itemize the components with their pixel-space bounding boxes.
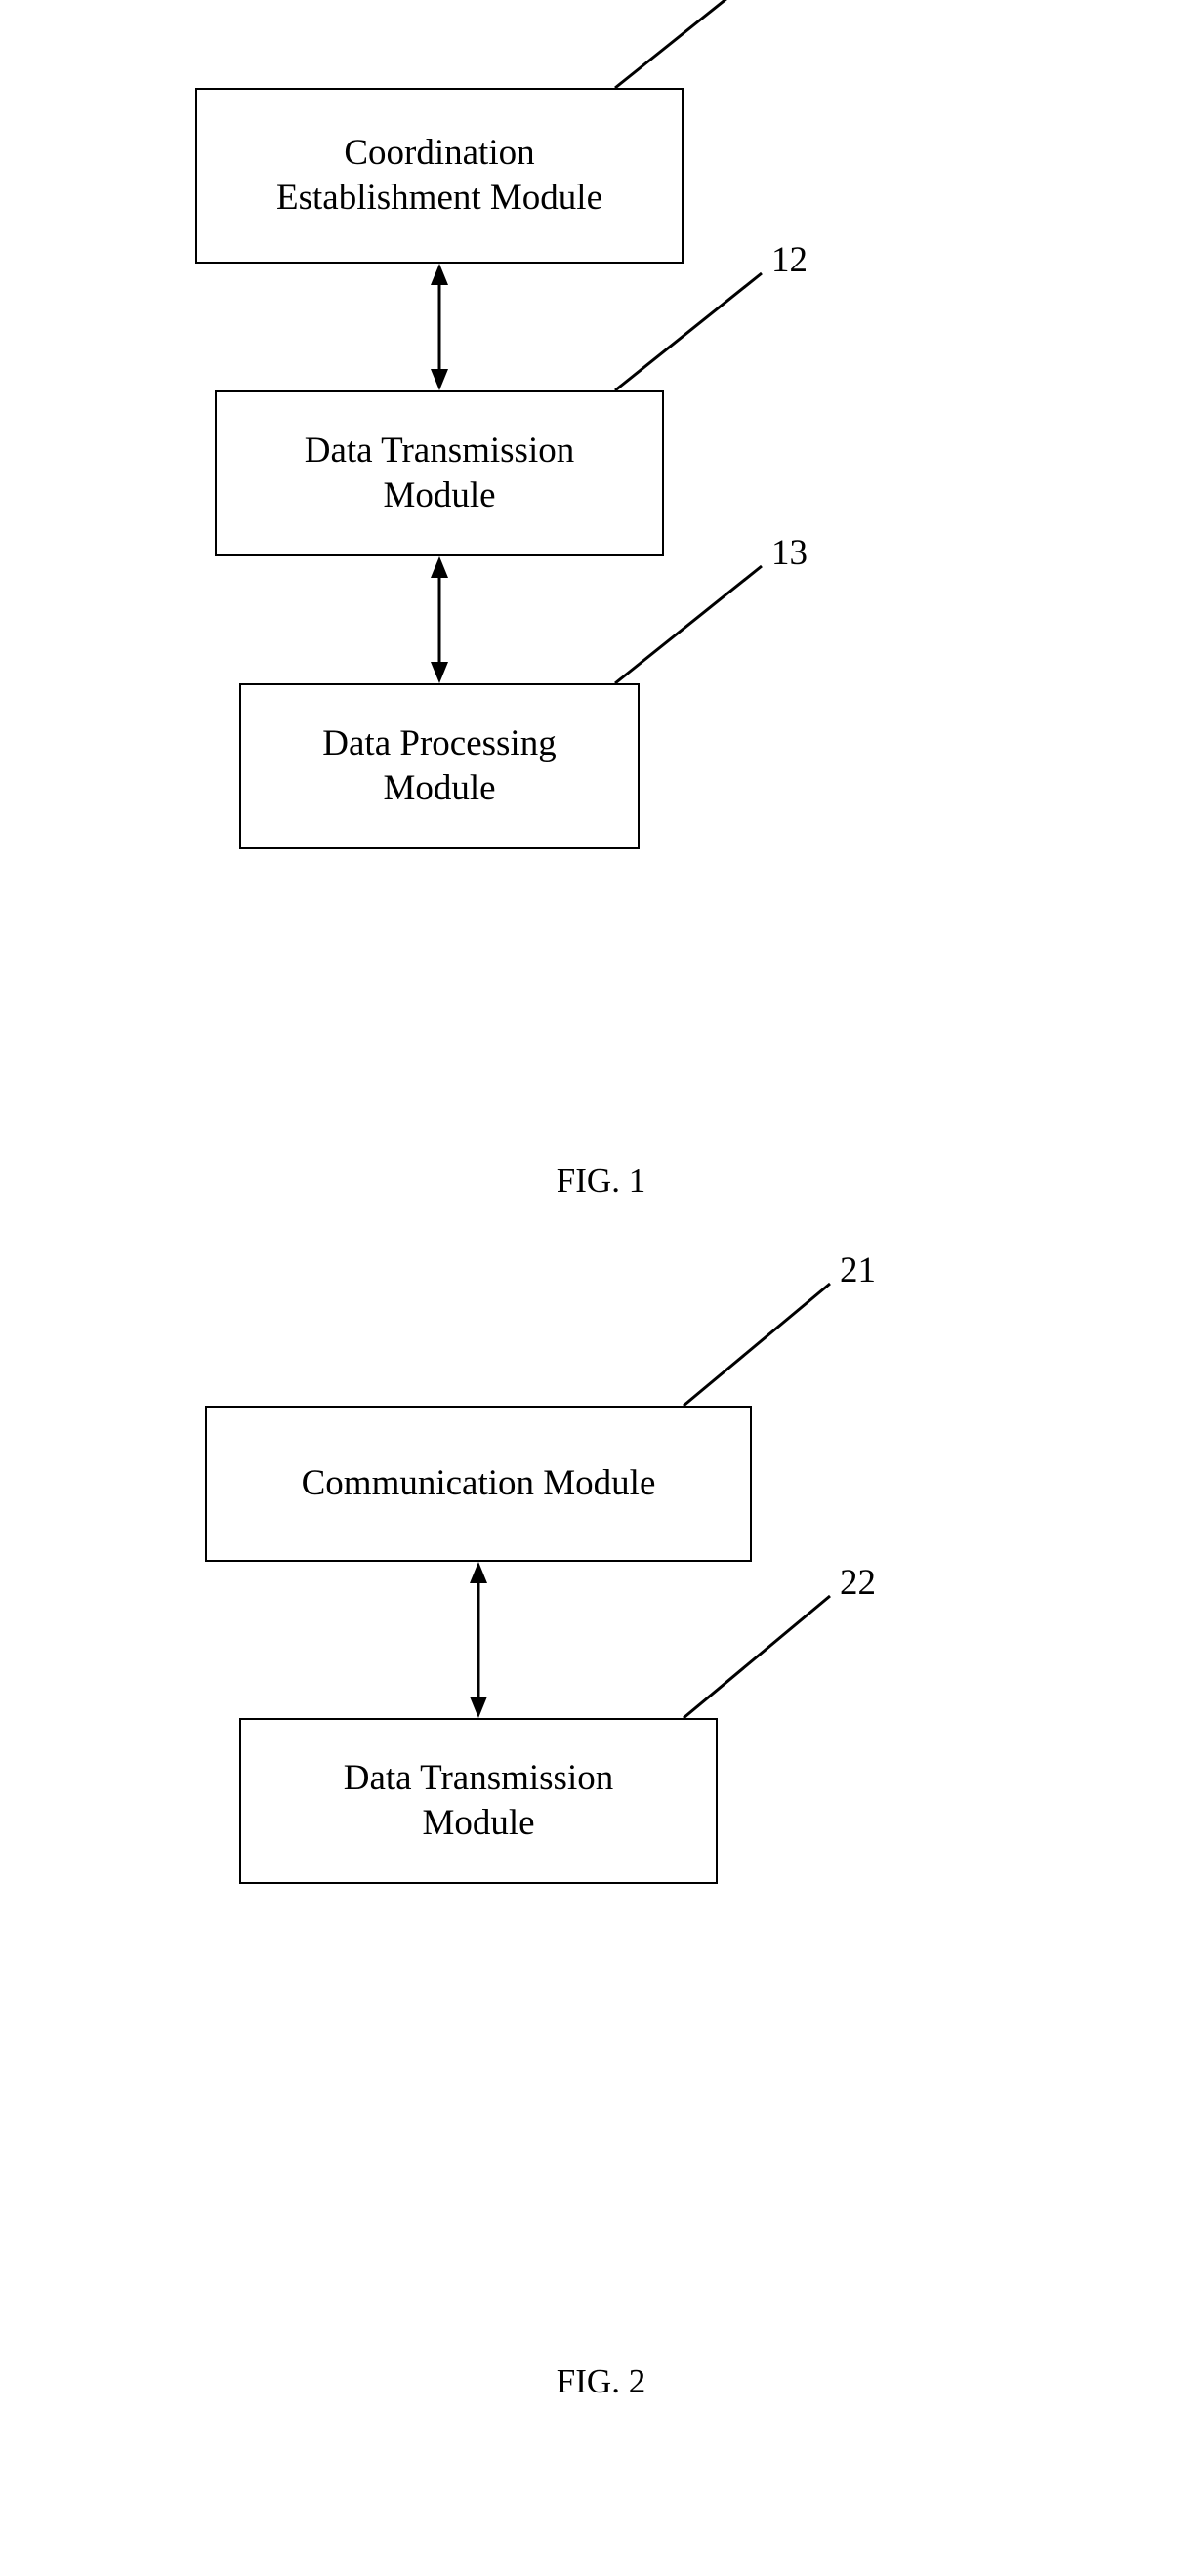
double-arrow-connector [449, 1562, 508, 1718]
module-box: Data Transmission Module [239, 1718, 718, 1884]
reference-label: 12 [771, 239, 808, 281]
double-arrow-connector [410, 556, 469, 683]
module-box: Data Processing Module [239, 683, 640, 849]
module-box: Coordination Establishment Module [195, 88, 684, 264]
lead-line [613, 0, 764, 90]
module-box: Data Transmission Module [215, 390, 664, 556]
module-box-text: Data Transmission Module [305, 429, 575, 519]
lead-line [682, 1594, 832, 1720]
module-box-text: Data Transmission Module [344, 1756, 614, 1847]
lead-line [613, 271, 764, 392]
module-box-text: Coordination Establishment Module [276, 131, 602, 222]
module-box: Communication Module [205, 1406, 752, 1562]
figure-caption: FIG. 2 [0, 2362, 1202, 2401]
lead-line [682, 1282, 832, 1408]
module-box-text: Data Processing Module [322, 721, 556, 812]
double-arrow-connector [410, 264, 469, 390]
lead-line [613, 564, 764, 685]
reference-label: 21 [840, 1249, 876, 1291]
reference-label: 22 [840, 1562, 876, 1604]
reference-label: 13 [771, 532, 808, 574]
figure-caption: FIG. 1 [0, 1162, 1202, 1201]
module-box-text: Communication Module [302, 1461, 656, 1506]
